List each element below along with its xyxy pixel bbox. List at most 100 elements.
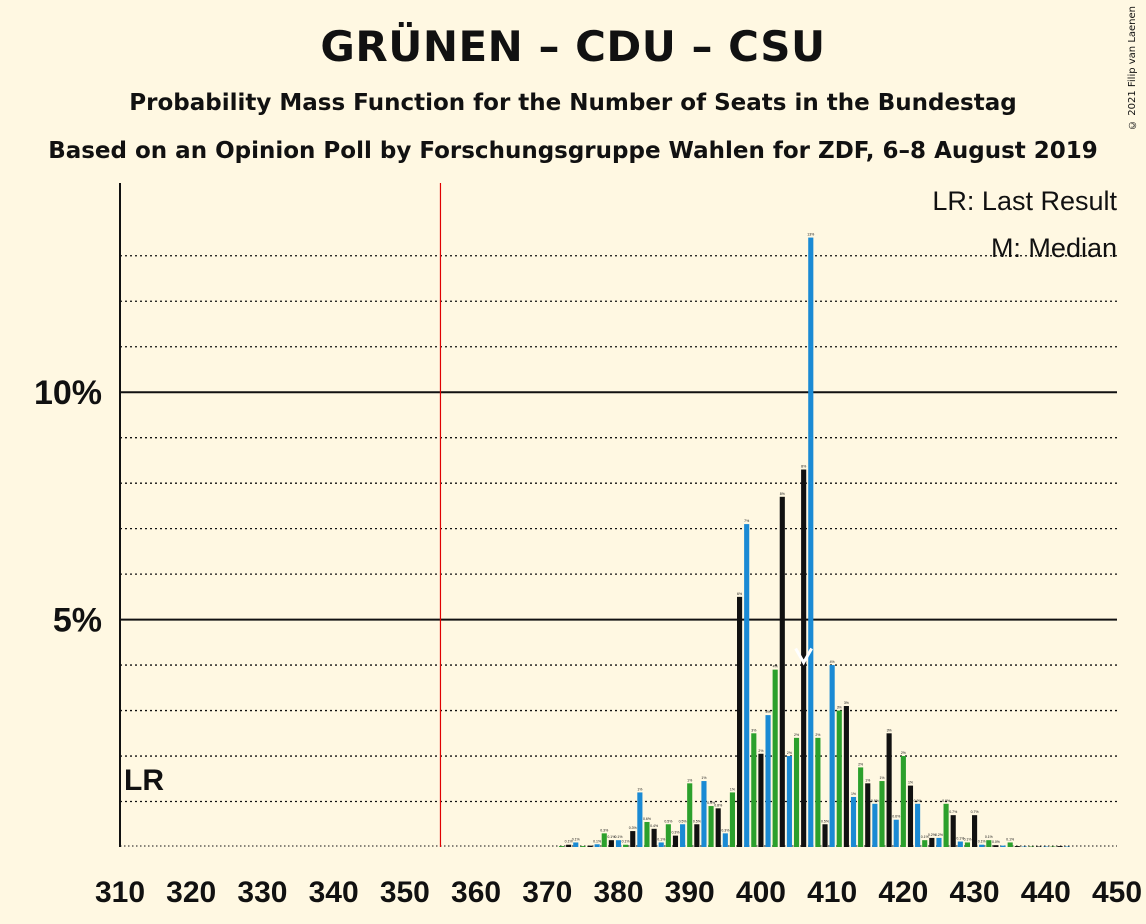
bar-value-label-387: 0.5% (664, 819, 672, 823)
bar-value-label-425: 0.2% (935, 833, 943, 837)
x-tick-label-450: 450 (1092, 876, 1142, 909)
seat-bar-423 (922, 840, 928, 847)
bar-value-label-421: 1% (908, 781, 913, 785)
bar-value-label-390: 1% (687, 778, 692, 782)
seat-bar-415 (865, 783, 871, 847)
bar-value-label-419: 0.6% (892, 815, 900, 819)
seat-bar-372 (558, 846, 565, 847)
seat-bar-424 (929, 837, 935, 847)
seat-bar-401 (765, 715, 771, 847)
bars-group: 0.1% 0.1% 0.1% 0.3% 0.1% 0.1% 0.1% 0.3% 1% 0.6% 0.… (558, 233, 1070, 848)
bar-value-label-378: 0.3% (600, 828, 608, 832)
x-tick-label-420: 420 (878, 876, 928, 909)
x-tick-label-310: 310 (95, 876, 145, 909)
seat-bar-381 (623, 844, 629, 847)
bar-value-label-411: 3% (837, 706, 842, 710)
bar-value-label-389: 0.5% (679, 819, 687, 823)
bar-value-label-410: 4% (830, 660, 835, 664)
seat-bar-432 (986, 840, 992, 847)
bar-value-label-384: 0.6% (643, 817, 651, 821)
bar-value-label-426: 0.9% (942, 799, 950, 803)
bar-value-label-431: 0.1% (978, 840, 986, 844)
seat-bar-398 (744, 524, 750, 847)
bar-value-label-405: 2% (794, 733, 799, 737)
seat-bar-435 (1007, 842, 1013, 847)
bar-value-label-408: 2% (815, 733, 820, 737)
bar-value-label-418: 3% (887, 728, 892, 732)
seat-bar-422 (915, 803, 921, 847)
seat-bar-379 (608, 840, 614, 847)
seat-bar-409 (822, 824, 828, 847)
bar-value-label-388: 0.3% (671, 831, 679, 835)
bar-value-label-392: 1% (701, 776, 706, 780)
seat-bar-411 (836, 710, 842, 847)
chart-subtitle: Probability Mass Function for the Number… (129, 90, 1017, 116)
x-tick-label-350: 350 (380, 876, 430, 909)
seat-bar-428 (957, 841, 963, 847)
seat-bar-399 (751, 733, 757, 847)
bar-value-label-401: 3% (766, 710, 771, 714)
seat-bar-433 (993, 845, 999, 847)
seat-bar-389 (680, 824, 686, 847)
bar-value-label-409: 0.5% (821, 819, 829, 823)
seat-bar-385 (651, 828, 657, 847)
bar-value-label-383: 1% (637, 787, 642, 791)
x-tick-label-360: 360 (451, 876, 501, 909)
chart-source-subtitle: Based on an Opinion Poll by Forschungsgr… (48, 138, 1098, 164)
seat-bar-420 (900, 756, 906, 847)
bar-value-label-417: 1% (879, 776, 884, 780)
y-tick-label-5: 5% (53, 602, 102, 640)
gridlines (120, 255, 1117, 847)
bar-value-label-395: 0.3% (721, 828, 729, 832)
bar-value-label-407: 13% (807, 233, 814, 237)
seat-bar-408 (815, 737, 821, 847)
seat-bar-375 (580, 846, 586, 847)
legend-last-result: LR: Last Result (932, 186, 1117, 216)
bar-value-label-416: 0.9% (871, 799, 879, 803)
bar-value-label-381: 0.1% (622, 840, 630, 844)
seat-bar-402 (772, 669, 778, 847)
seat-bar-388 (672, 835, 679, 847)
seat-bar-395 (722, 833, 728, 847)
x-tick-label-330: 330 (237, 876, 287, 909)
bar-value-label-435: 0.1% (1006, 837, 1014, 841)
bar-value-label-414: 2% (858, 762, 863, 766)
seat-bar-382 (630, 831, 636, 847)
median-marker (794, 647, 813, 666)
seat-bar-427 (950, 815, 956, 847)
seat-bar-403 (779, 496, 785, 847)
seat-bar-390 (687, 783, 693, 847)
seat-bar-380 (615, 840, 622, 847)
seat-bar-419 (893, 819, 899, 847)
seat-bar-407 (808, 237, 814, 848)
bar-value-label-398: 7% (744, 519, 749, 523)
bar-value-label-424: 0.2% (928, 833, 936, 837)
seat-bar-421 (907, 785, 914, 847)
bar-value-label-374: 0.1% (572, 837, 580, 841)
bar-value-label-379: 0.1% (607, 835, 615, 839)
seat-bar-413 (850, 796, 857, 847)
seat-bar-410 (829, 665, 835, 847)
seat-bar-400 (758, 753, 764, 847)
seat-bar-396 (729, 792, 736, 847)
x-tick-label-340: 340 (309, 876, 359, 909)
bar-value-label-403: 8% (780, 492, 785, 496)
x-tick-label-380: 380 (593, 876, 643, 909)
seat-bar-394 (715, 808, 721, 847)
seat-bar-386 (658, 842, 664, 847)
seat-bar-377 (594, 844, 600, 847)
bar-value-label-428: 0.1% (956, 837, 964, 841)
seat-bar-418 (886, 733, 892, 847)
seat-bar-414 (858, 767, 864, 847)
bar-value-label-402: 4% (773, 665, 778, 669)
bar-value-label-400: 2% (758, 749, 763, 753)
bar-value-label-393: 0.9% (707, 801, 715, 805)
seat-bar-425 (936, 837, 942, 847)
seat-bar-397 (737, 596, 743, 847)
bar-value-label-430: 0.7% (971, 810, 979, 814)
bar-value-label-382: 0.3% (629, 826, 637, 830)
seat-bar-406 (801, 469, 807, 847)
bar-value-label-391: 0.5% (693, 819, 701, 823)
legend-median: M: Median (991, 233, 1117, 263)
